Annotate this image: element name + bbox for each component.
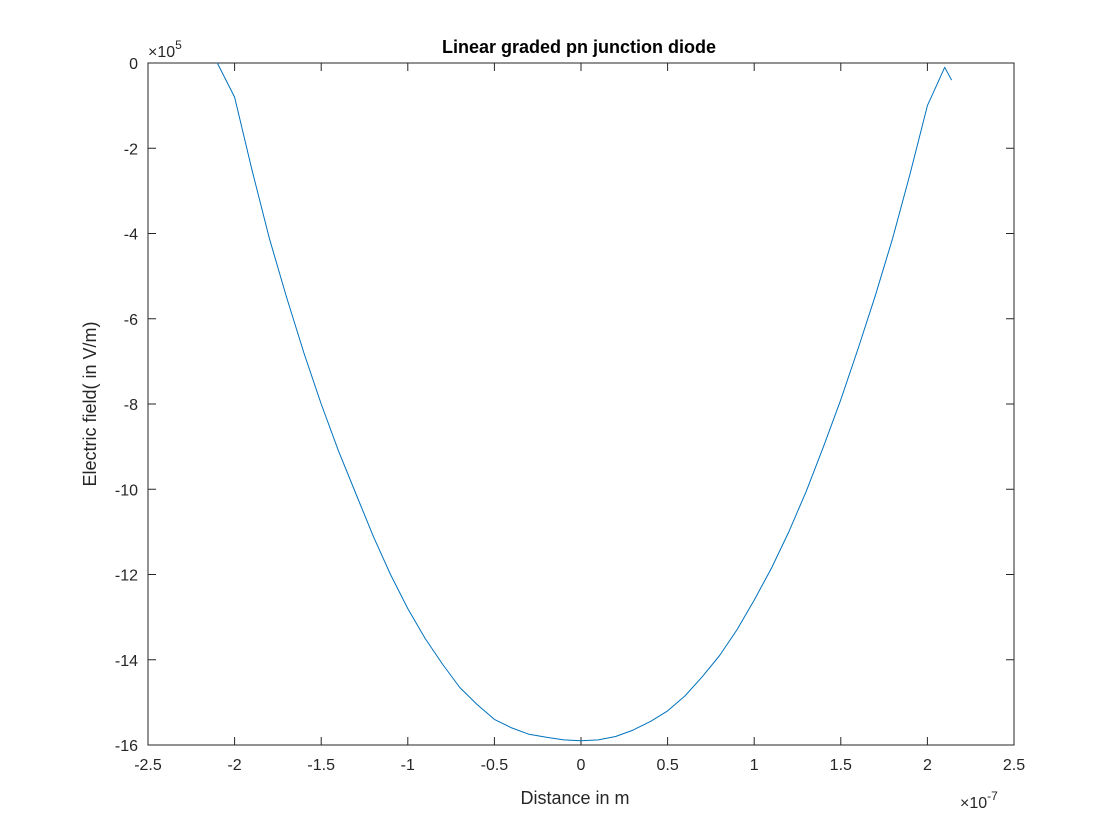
svg-text:×105: ×105 [148,38,182,61]
chart-title: Linear graded pn junction diode [442,37,716,57]
x-tick-label: 0.5 [656,757,678,774]
y-tick-label: -16 [115,738,138,755]
y-tick-label: -4 [124,227,138,244]
y-tick-label: -14 [115,653,138,670]
x-tick-label: -2.5 [134,757,162,774]
x-tick-label: 2 [923,757,932,774]
svg-text:×10-7: ×10-7 [960,789,998,812]
x-tick-label: -0.5 [481,757,509,774]
x-tick-label: -1 [401,757,415,774]
series-line [216,62,953,742]
x-tick-label: -2 [227,757,241,774]
data-series [216,62,953,742]
y-axis-multiplier: ×105 [148,38,182,61]
x-multiplier-exponent: -7 [987,789,998,803]
x-tick-label: 0 [577,757,586,774]
x-axis-label: Distance in m [520,788,629,808]
x-tick-label: 1 [750,757,759,774]
y-tick-label: -10 [115,482,138,499]
y-tick-label: 0 [129,56,138,73]
x-axis-multiplier: ×10-7 [960,789,998,812]
y-multiplier-base: ×10 [148,44,175,61]
y-axis-label: Electric field( in V/m) [80,321,100,486]
y-tick-label: -12 [115,568,138,585]
x-tick-label: 1.5 [830,757,852,774]
x-multiplier-base: ×10 [960,795,987,812]
y-tick-label: -8 [124,397,138,414]
y-tick-label: -6 [124,312,138,329]
y-tick-label: -2 [124,141,138,158]
x-tick-label: 2.5 [1003,757,1025,774]
x-tick-label: -1.5 [307,757,335,774]
y-multiplier-exponent: 5 [175,38,182,52]
x-axis-ticks: -2.5 -2 -1.5 -1 -0.5 0 0.5 1 1.5 2 2.5 [134,63,1025,774]
y-axis-ticks: 0 -2 -4 -6 -8 -10 -12 -14 -16 [115,56,1014,755]
plot-area [147,62,1015,746]
